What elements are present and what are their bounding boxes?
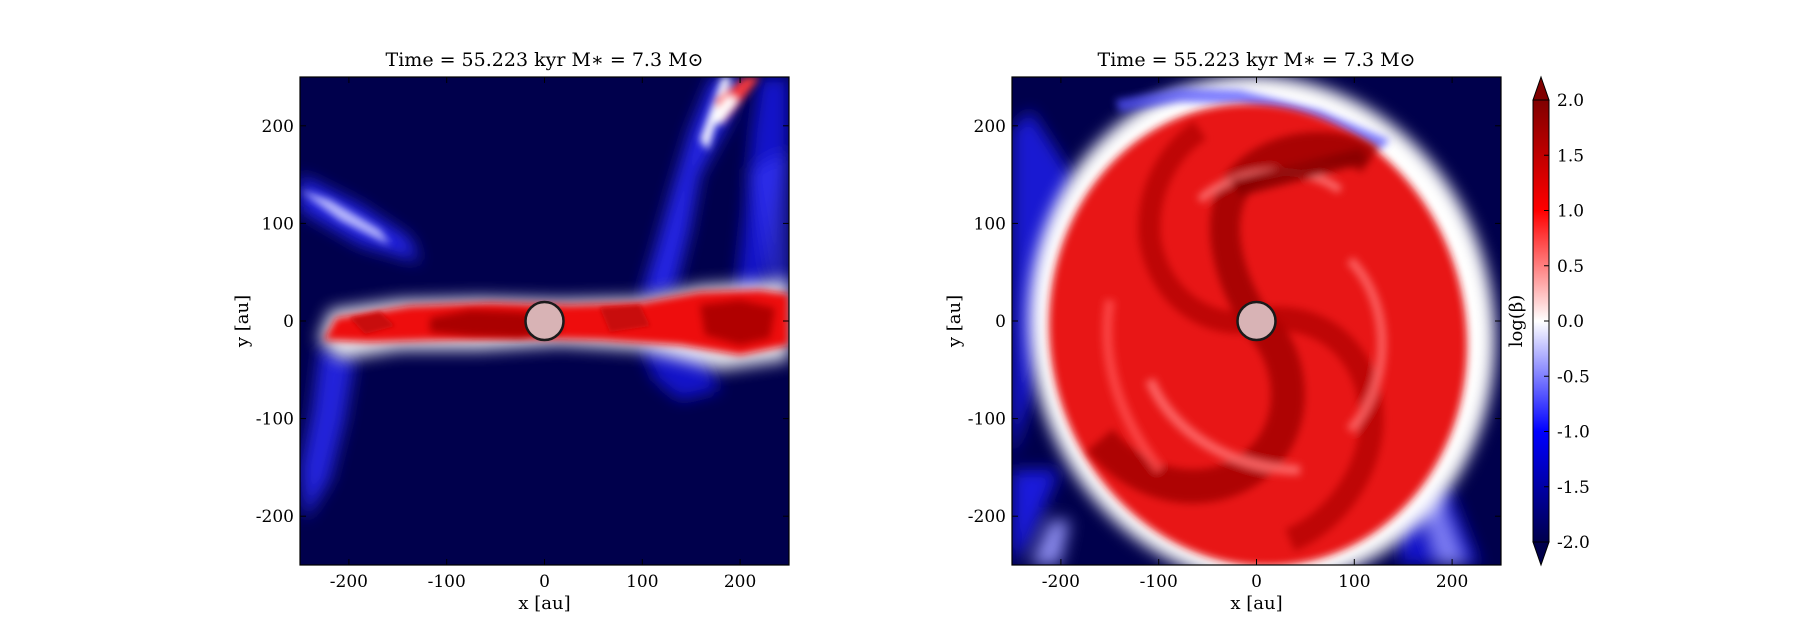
right-ytick-label: 100	[974, 214, 1006, 234]
right-xtick-label: 100	[1338, 572, 1370, 592]
colorbar-tick-label: -2.0	[1557, 533, 1590, 553]
right-sink-particle	[1236, 300, 1277, 342]
left-panel-title: Time = 55.223 kyr M∗ = 7.3 M⊙	[386, 49, 704, 71]
left-xtick-label: -100	[428, 572, 466, 592]
colorbar-tick-label: -1.5	[1557, 478, 1590, 498]
left-ytick-label: 200	[262, 117, 294, 137]
right-y-axis-label: y [au]	[944, 295, 965, 348]
left-xtick-label: 0	[539, 572, 550, 592]
left-sink-particle	[524, 300, 565, 342]
left-panel: Time = 55.223 kyr M∗ = 7.3 M⊙	[232, 49, 790, 614]
left-xtick-label: -200	[330, 572, 368, 592]
right-ytick-label: 0	[995, 312, 1006, 332]
colorbar-tick-label: -0.5	[1557, 367, 1590, 387]
colorbar-tick-label: 1.5	[1557, 146, 1584, 166]
colorbar-ticks: 2.0 1.5 1.0 0.5 0.0 -0.5 -1.0 -1.5 -2.0	[1544, 91, 1590, 553]
right-ytick-label: -100	[968, 410, 1006, 430]
left-outflow-highlight	[300, 77, 760, 245]
colorbar-tick-label: 2.0	[1557, 91, 1584, 111]
left-xtick-label: 200	[724, 572, 756, 592]
left-ytick-label: -200	[256, 507, 294, 527]
right-yticks: 200 100 0 -100 -200	[968, 117, 1501, 527]
left-xtick-label: 100	[626, 572, 658, 592]
left-ytick-label: -100	[256, 410, 294, 430]
right-xticks: -200 -100 0 100 200	[1042, 77, 1468, 592]
left-yticks: 200 100 0 -100 -200	[256, 117, 789, 527]
right-x-axis-label: x [au]	[1230, 593, 1282, 614]
left-x-axis-label: x [au]	[518, 593, 570, 614]
left-xticks: -200 -100 0 100 200	[330, 77, 756, 592]
right-ytick-label: 200	[974, 117, 1006, 137]
right-xtick-label: 200	[1436, 572, 1468, 592]
colorbar: 2.0 1.5 1.0 0.5 0.0 -0.5 -1.0 -1.5 -2.0 log(β)	[1506, 75, 1590, 567]
colorbar-tick-label: 0.0	[1557, 312, 1584, 332]
left-ytick-label: 0	[283, 312, 294, 332]
right-xtick-label: 0	[1251, 572, 1262, 592]
colorbar-tick-label: -1.0	[1557, 423, 1590, 443]
right-xtick-label: -100	[1140, 572, 1178, 592]
right-panel-title: Time = 55.223 kyr M∗ = 7.3 M⊙	[1098, 49, 1416, 71]
right-xtick-label: -200	[1042, 572, 1080, 592]
left-y-axis-label: y [au]	[232, 295, 253, 348]
left-ytick-label: 100	[262, 214, 294, 234]
right-spiral-arms	[1086, 120, 1387, 552]
colorbar-extend-max	[1532, 75, 1550, 101]
colorbar-tick-label: 1.0	[1557, 202, 1584, 222]
colorbar-label: log(β)	[1506, 295, 1527, 348]
right-panel: Time = 55.223 kyr M∗ = 7.3 M⊙	[944, 49, 1502, 614]
colorbar-tick-label: 0.5	[1557, 257, 1584, 277]
colorbar-extend-min	[1532, 541, 1550, 567]
right-ytick-label: -200	[968, 507, 1006, 527]
